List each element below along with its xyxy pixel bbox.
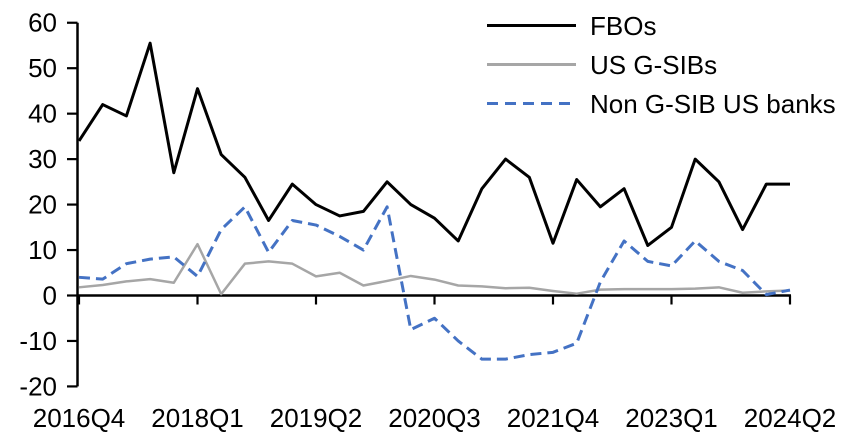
legend-item-us-gsibs: US G-SIBs	[487, 45, 836, 84]
y-tick-label: 40	[28, 99, 57, 129]
series-line-us-g-sibs	[78, 242, 791, 296]
y-tick-label: 0	[43, 281, 57, 311]
y-tick-label: 30	[28, 144, 57, 174]
legend-label-us-gsibs: US G-SIBs	[590, 49, 718, 80]
legend-line-sample-us-gsibs	[487, 63, 576, 66]
x-tick-label: 2016Q4	[33, 403, 126, 433]
legend: FBOs US G-SIBs Non G-SIB US banks	[487, 6, 836, 123]
x-tick-label: 2018Q1	[151, 403, 244, 433]
legend-line-sample-fbos	[487, 24, 576, 27]
x-tick-label: 2019Q2	[270, 403, 363, 433]
y-tick-label: 60	[28, 8, 57, 38]
x-tick-label: 2023Q1	[625, 403, 718, 433]
y-tick-label: 20	[28, 190, 57, 220]
y-tick-label: 10	[28, 235, 57, 265]
x-tick-label: 2024Q2	[744, 403, 837, 433]
y-tick-label: -10	[19, 326, 57, 356]
y-tick-label: 50	[28, 53, 57, 83]
y-tick-label: -20	[19, 371, 57, 401]
series-line-fbos	[77, 41, 790, 247]
legend-item-non-gsib-us-banks: Non G-SIB US banks	[487, 84, 836, 123]
legend-label-non-gsib-us-banks: Non G-SIB US banks	[590, 88, 836, 119]
series-line-non-g-sib-us-banks	[78, 205, 791, 361]
x-tick-label: 2021Q4	[507, 403, 600, 433]
x-tick-label: 2020Q3	[388, 403, 481, 433]
legend-label-fbos: FBOs	[590, 10, 657, 41]
legend-item-fbos: FBOs	[487, 6, 836, 45]
legend-line-sample-non-gsib-us-banks	[487, 102, 576, 105]
